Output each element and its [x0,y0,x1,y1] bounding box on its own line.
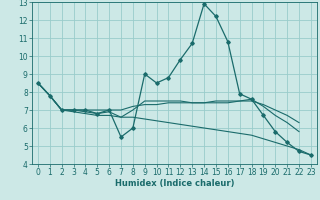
X-axis label: Humidex (Indice chaleur): Humidex (Indice chaleur) [115,179,234,188]
